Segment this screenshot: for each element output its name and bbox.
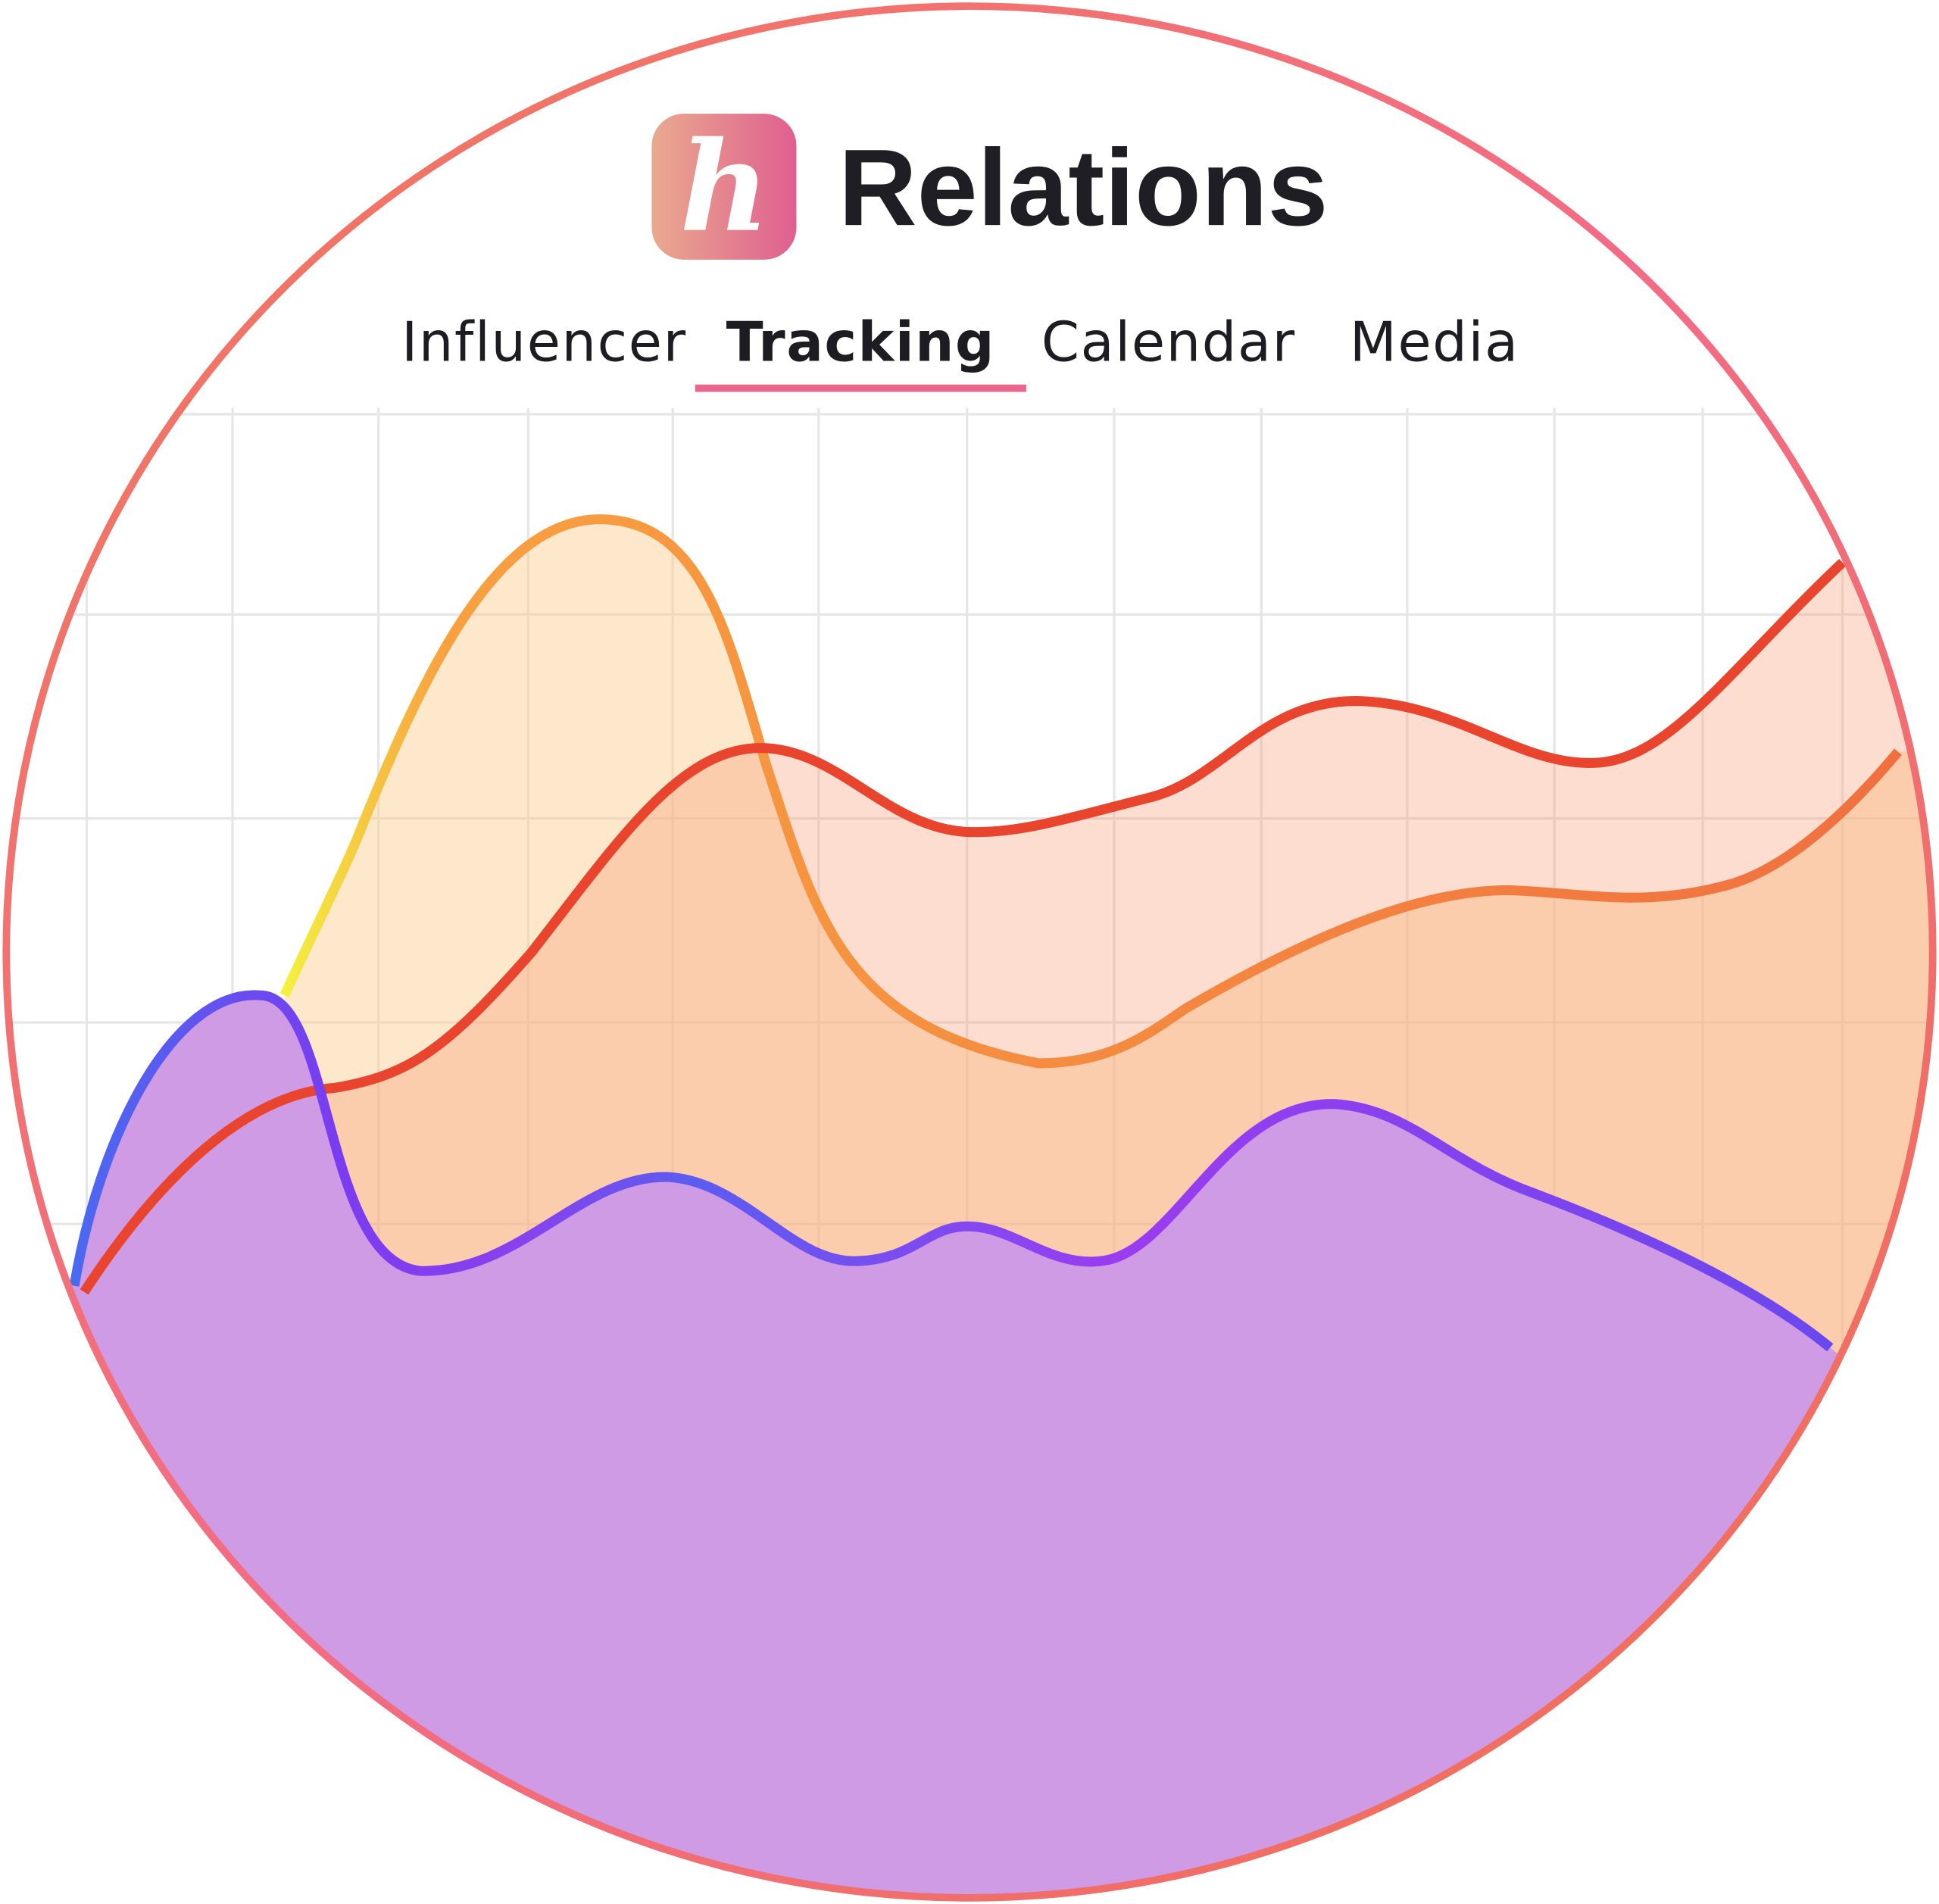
chart-area: [6, 407, 1933, 1898]
nav-tab[interactable]: Calendar: [1041, 311, 1296, 374]
nav-tab[interactable]: Influencer: [401, 311, 687, 374]
logo-badge: [651, 114, 797, 260]
brand-title: Relations: [838, 127, 1329, 248]
nav-tab[interactable]: Media: [1350, 311, 1519, 374]
orange-line: [279, 514, 1902, 1069]
purple-area: [6, 995, 1933, 1898]
red-line: [80, 559, 1847, 1295]
logo-letter: h: [679, 115, 770, 260]
header: h Relations: [651, 114, 1328, 260]
nav-tab[interactable]: Tracking: [726, 311, 996, 374]
purple-line: [69, 990, 1834, 1352]
nav-bar: Influencer Tracking Calendar Media: [401, 311, 1519, 392]
